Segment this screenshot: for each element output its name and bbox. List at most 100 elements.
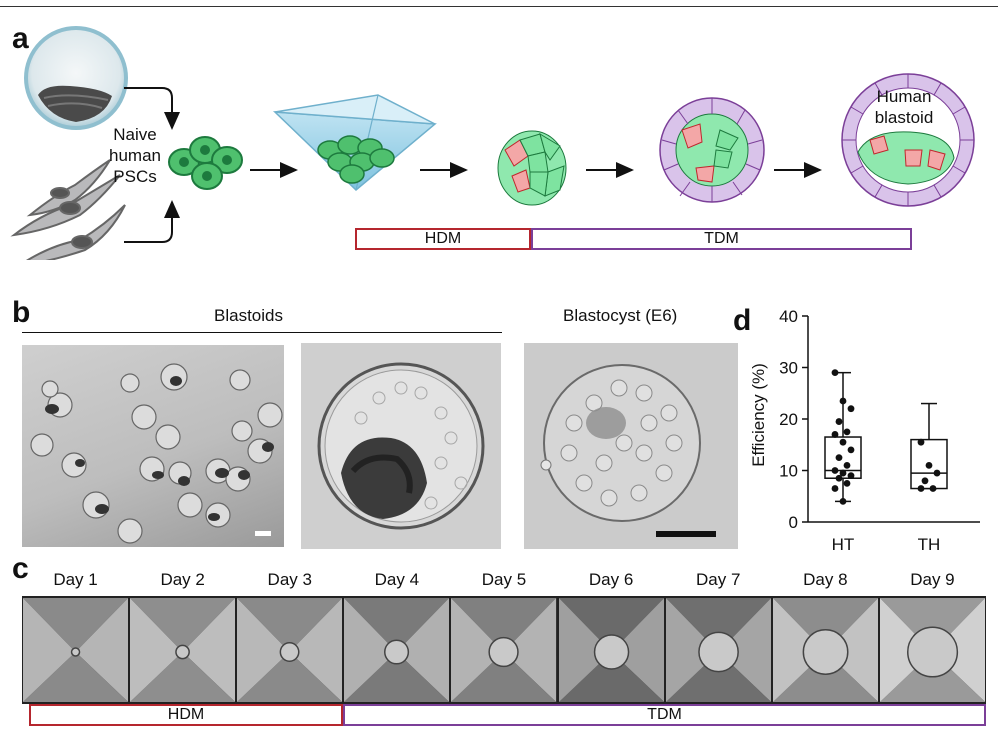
microwell-face-bottom	[237, 652, 343, 702]
microwell-face-right	[718, 598, 771, 702]
data-point	[917, 485, 925, 492]
microwell-face-top	[665, 598, 771, 652]
data-point	[839, 438, 847, 446]
cell-label-line-2: human	[109, 146, 161, 165]
embryo-outline	[279, 642, 300, 662]
y-tick-label: 0	[789, 513, 798, 532]
day-strip	[22, 596, 986, 704]
microwell-face-right	[825, 598, 878, 702]
blastoid-label-line-1: Human	[876, 87, 932, 106]
microwell-face-top	[237, 598, 343, 652]
y-tick-label: 30	[779, 359, 798, 378]
panel-b-letter: b	[12, 296, 31, 329]
microwell-frame	[558, 598, 664, 702]
microwell-face-left	[558, 598, 612, 702]
microwell-face-left	[879, 598, 933, 702]
microwell-frame	[237, 598, 343, 702]
y-tick-label: 40	[779, 307, 798, 326]
embryo-outline	[70, 647, 81, 657]
panel-c-hdm-bar: HDM	[29, 704, 343, 726]
panel-a-schematic	[10, 26, 975, 260]
blastoids-title: Blastoids	[214, 306, 283, 325]
panel-c-tdm-bar: TDM	[343, 704, 986, 726]
embryo-outline	[802, 629, 849, 675]
data-point	[839, 397, 847, 405]
microwell-face-right	[503, 598, 557, 702]
microwell-face-top	[23, 598, 129, 652]
panel-a-letter: a	[12, 22, 29, 55]
scale-bar-2	[656, 531, 716, 537]
panel-c-hdm-label: HDM	[167, 706, 205, 723]
microwell-face-left	[23, 598, 76, 702]
microwell-frame	[23, 598, 129, 702]
scale-bar-1	[255, 531, 271, 536]
panel-d-letter: d	[733, 304, 752, 337]
y-axis-label: Efficiency (%)	[749, 363, 768, 467]
embryo-outline	[488, 636, 520, 668]
data-point	[831, 485, 839, 492]
embryo-outline	[384, 639, 410, 665]
blastoid-field-drawing	[30, 363, 283, 544]
aggregate-stage-2-icon	[659, 97, 765, 203]
embryo-outline	[906, 626, 958, 678]
microwell-face-right	[932, 598, 985, 702]
microwell-face-bottom	[558, 652, 664, 702]
data-point	[839, 469, 847, 477]
microwell-face-top	[344, 598, 450, 652]
data-point	[843, 479, 851, 487]
blastocyst-title: Blastocyst (E6)	[563, 306, 678, 325]
microwell-face-right	[75, 598, 129, 702]
data-point	[831, 369, 839, 377]
day-label: Day 1	[53, 570, 98, 589]
microwell-frame	[130, 598, 236, 702]
x-category-label: HT	[832, 535, 855, 554]
data-point	[835, 474, 843, 482]
blastoids-title-rule	[22, 332, 502, 333]
microwell-face-bottom	[451, 652, 557, 702]
single-blastoid-drawing	[317, 362, 485, 530]
day-label: Day 8	[803, 570, 848, 589]
x-category-label: TH	[918, 535, 941, 554]
y-tick-label: 20	[779, 410, 798, 429]
microwell-frame	[879, 598, 985, 702]
efficiency-boxplot: Efficiency (%) 0 10 20 30 40 HT TH	[749, 307, 980, 554]
data-point	[929, 485, 937, 492]
microwell-face-left	[451, 598, 504, 702]
microwell-face-right	[396, 598, 450, 702]
microwell-icon	[272, 94, 437, 192]
panel-c-tdm-label: TDM	[647, 706, 682, 723]
embryo-outline	[697, 631, 739, 673]
microwell-face-bottom	[344, 652, 450, 702]
microwell-frame	[451, 598, 557, 702]
microwell-face-top	[558, 598, 664, 652]
microwell-face-top	[772, 598, 878, 652]
microwell-face-bottom	[665, 652, 771, 702]
panel-a-tdm-bar: TDM	[531, 228, 912, 250]
human-blastoid-icon	[841, 73, 975, 207]
data-point	[921, 477, 929, 485]
blastoid-label: Human blastoid	[866, 86, 942, 128]
y-tick-label: 10	[779, 462, 798, 481]
data-point	[835, 418, 843, 425]
data-point	[925, 461, 933, 469]
microwell-face-top	[130, 598, 236, 652]
panel-a-hdm-bar: HDM	[355, 228, 531, 250]
day-label: Day 5	[481, 570, 527, 589]
data-point	[843, 461, 851, 469]
microwell-frame	[772, 598, 878, 702]
single-blastoid-image	[301, 343, 501, 549]
data-point	[839, 498, 847, 505]
microwell-face-right	[289, 598, 343, 702]
fibroblast-cells-icon	[10, 159, 126, 260]
embryo-outline	[593, 634, 629, 670]
microwell-frame	[665, 598, 771, 702]
day-label: Day 9	[910, 570, 955, 589]
embryo-outline	[175, 644, 191, 660]
culture-dish-icon	[24, 26, 128, 130]
microwell-face-left	[665, 598, 719, 702]
panel-a-tdm-label: TDM	[704, 230, 739, 247]
naive-psc-cluster-icon	[168, 136, 243, 190]
data-point	[831, 467, 839, 474]
day-label: Day 3	[267, 570, 312, 589]
day-label: Day 2	[160, 570, 205, 589]
